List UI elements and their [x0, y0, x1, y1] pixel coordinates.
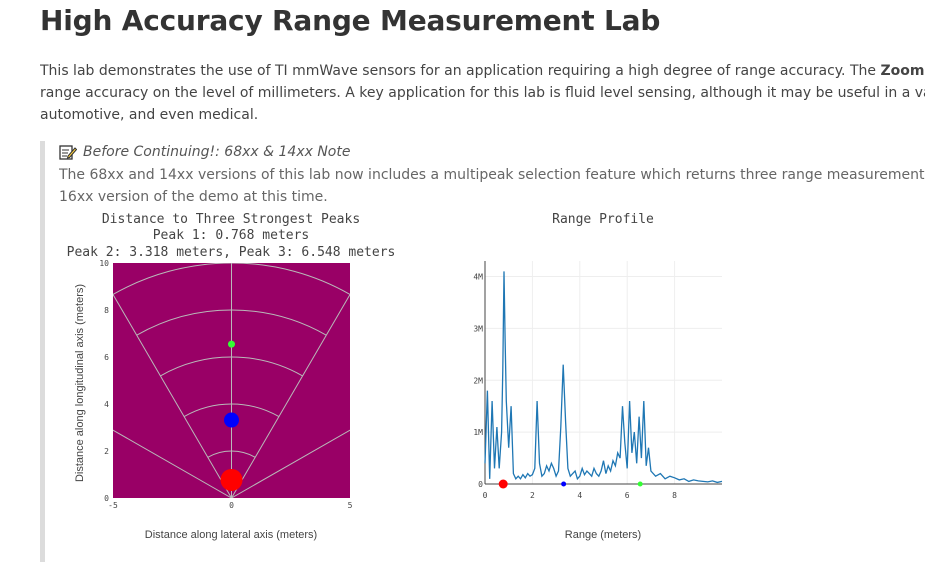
peaks-x-tick-label: 0 — [229, 501, 234, 510]
intro-line-1: This lab demonstrates the use of TI mmWa… — [40, 60, 925, 82]
zoom-fft-term: Zoom-FFT — [880, 63, 925, 79]
intro-line-3: automotive, and even medical. — [40, 107, 259, 123]
peaks-angle-line — [113, 293, 232, 498]
range-profile-chart: Range Profile 0 2 4 6 8 0 1M 2M 3M 4M Range (mete… — [473, 212, 723, 541]
range-profile-y-tick-label: 2M — [473, 376, 483, 385]
range-profile-marker-peak-1 — [498, 479, 508, 489]
peaks-y-tick-label: 2 — [104, 447, 109, 456]
peaks-chart-subtitle-1: Peak 1: 0.768 meters — [153, 228, 310, 243]
range-profile-x-tick-label: 0 — [483, 491, 488, 500]
note-heading: Before Continuing!: 68xx & 14xx Note — [59, 144, 350, 160]
peaks-x-axis-label: Distance along lateral axis (meters) — [145, 529, 317, 541]
peaks-y-tick-label: 8 — [104, 306, 109, 315]
peak-point-peak-1 — [220, 468, 243, 491]
range-profile-y-tick-label: 1M — [473, 428, 483, 437]
peaks-chart-title: Distance to Three Strongest Peaks — [102, 212, 360, 227]
peaks-x-tick-label: -5 — [108, 501, 118, 510]
range-profile-x-tick-label: 6 — [625, 491, 630, 500]
range-profile-x-tick-label: 4 — [577, 491, 582, 500]
note-line-1: The 68xx and 14xx versions of this lab n… — [59, 167, 925, 183]
range-profile-title: Range Profile — [552, 212, 654, 227]
peaks-y-tick-label: 4 — [104, 400, 109, 409]
peaks-angle-line — [113, 429, 232, 498]
peaks-x-tick-label: 5 — [348, 501, 353, 510]
peak-point-peak-2 — [224, 412, 239, 428]
note-line-2: 16xx version of the demo at this time. — [59, 189, 328, 205]
peaks-points — [220, 340, 243, 491]
peaks-chart: Distance to Three Strongest Peaks Peak 1… — [67, 212, 396, 541]
peaks-y-tick-label: 0 — [104, 494, 109, 503]
peaks-angle-line — [231, 293, 350, 498]
range-profile-grid — [484, 261, 722, 485]
range-profile-peak-markers — [498, 479, 643, 489]
range-profile-y-tick-label: 4M — [473, 273, 483, 282]
intro-paragraph: This lab demonstrates the use of TI mmWa… — [40, 60, 925, 126]
peaks-y-tick-label: 6 — [104, 353, 109, 362]
note-pencil-icon — [59, 145, 77, 160]
range-profile-x-tick-label: 8 — [672, 491, 677, 500]
note-title: Before Continuing!: 68xx & 14xx Note — [83, 144, 351, 160]
peaks-y-axis-label: Distance along longitudinal axis (meters… — [74, 284, 86, 482]
range-profile-marker-peak-2 — [561, 481, 567, 487]
peak-point-peak-3 — [228, 340, 235, 348]
intro-line-2: range accuracy on the level of millimete… — [40, 85, 925, 101]
range-profile-series-line — [484, 271, 723, 484]
note-body: The 68xx and 14xx versions of this lab n… — [59, 164, 925, 208]
peaks-polar-grid — [113, 263, 350, 498]
peaks-y-tick-label: 10 — [99, 259, 109, 268]
note-border — [40, 141, 45, 562]
peaks-angle-line — [231, 429, 350, 498]
peaks-chart-subtitle-2: Peak 2: 3.318 meters, Peak 3: 6.548 mete… — [67, 245, 396, 260]
range-profile-y-tick-label: 3M — [473, 324, 483, 333]
page-title: High Accuracy Range Measurement Lab — [40, 4, 661, 37]
range-profile-x-tick-label: 2 — [530, 491, 535, 500]
range-profile-marker-peak-3 — [637, 481, 643, 487]
range-profile-x-axis-label: Range (meters) — [565, 529, 641, 541]
peaks-range-arc — [113, 263, 350, 295]
range-profile-y-tick-label: 0 — [478, 480, 483, 489]
range-profile-ticks: 0 2 4 6 8 0 1M 2M 3M 4M — [473, 273, 677, 500]
